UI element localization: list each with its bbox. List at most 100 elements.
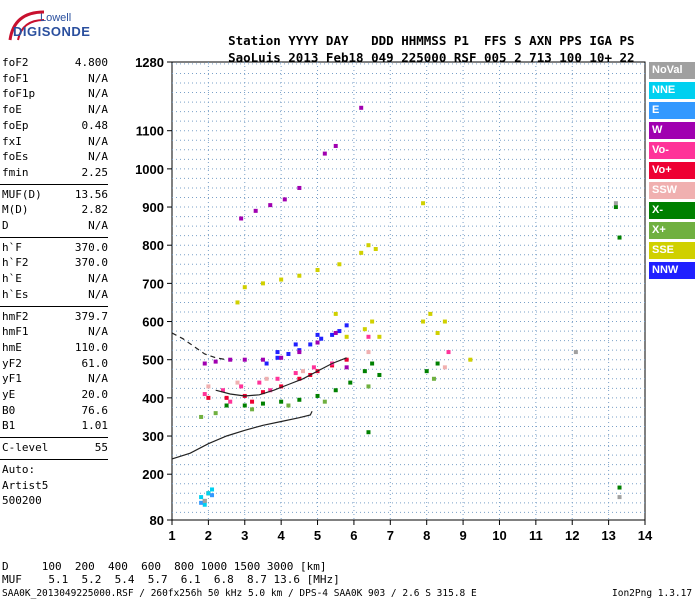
legend-item-vo: Vo-: [649, 142, 695, 159]
echo-point-vo: [446, 350, 451, 355]
param-key: foF1p: [2, 87, 36, 101]
param-key: M(D): [2, 203, 29, 217]
echo-point-nnw: [330, 332, 335, 337]
echo-point-x: [348, 380, 353, 385]
hdr-label-ps: PS: [619, 33, 635, 48]
param-key: fmin: [2, 165, 29, 179]
param-separator: [0, 236, 108, 238]
echo-point-nne: [206, 491, 211, 496]
param-row: B0 76.6: [2, 404, 108, 420]
param-key: h`E: [2, 272, 22, 286]
param-key: h`Es: [2, 287, 29, 301]
param-value: 2.82: [81, 203, 109, 217]
echo-point-e: [199, 500, 204, 505]
echo-point-nnw: [308, 342, 313, 347]
legend-item-nnw: NNW: [649, 262, 695, 279]
param-row: h`Es N/A: [2, 288, 108, 304]
echo-point-sse: [421, 201, 426, 206]
param-row: yE 20.0: [2, 388, 108, 404]
echo-point-w: [297, 185, 302, 190]
hdr-value-station: SaoLuis: [228, 50, 281, 65]
echo-point-sse: [337, 262, 342, 267]
dashed-profile-trace: [171, 332, 227, 361]
x-tick-label: 2: [205, 528, 212, 543]
echo-point-x: [279, 399, 284, 404]
param-row: MUF(D) 13.56: [2, 188, 108, 204]
echo-point-sse: [428, 311, 433, 316]
param-value: N/A: [88, 272, 108, 286]
param-row: foEp 0.48: [2, 119, 108, 135]
param-row: hmF1 N/A: [2, 325, 108, 341]
echo-point-w: [333, 143, 338, 148]
hdr-value-ddd: 049: [371, 50, 394, 65]
param-separator: [0, 183, 108, 185]
y-tick-label: 80: [150, 513, 164, 528]
echo-point-sse: [442, 319, 447, 324]
footer-file-line: SAA0K_2013049225000.RSF / 260fx256h 50 k…: [2, 588, 477, 599]
y-tick-label: 600: [142, 315, 164, 330]
legend-item-sse: SSE: [649, 242, 695, 259]
echo-point-sse: [468, 357, 473, 362]
param-value: 110.0: [74, 340, 108, 354]
echo-point-vo: [344, 357, 349, 362]
header-labels: Station YYYY DAY DDD HHMMSS P1 FFS S AXN…: [213, 18, 635, 48]
param-value: 76.6: [81, 403, 109, 417]
param-key: hmF1: [2, 325, 29, 339]
param-row: yF2 61.0: [2, 357, 108, 373]
param-row: fmin 2.25: [2, 166, 108, 182]
y-tick-label: 200: [142, 467, 164, 482]
echo-point-x: [377, 372, 382, 377]
echo-point-sse: [242, 285, 247, 290]
legend-item-vo: Vo+: [649, 162, 695, 179]
echo-point-vo: [257, 380, 262, 385]
param-key: B0: [2, 403, 16, 417]
echo-point-noval: [202, 498, 207, 503]
echo-point-nnw: [337, 329, 342, 334]
param-separator: [0, 305, 108, 307]
auto-line: 500200: [2, 494, 42, 508]
echo-point-w: [279, 355, 284, 360]
echo-point-x: [333, 388, 338, 393]
param-row: foF1p N/A: [2, 87, 108, 103]
hdr-label-day: DAY: [325, 33, 349, 48]
logo-text-digisonde: DIGISONDE: [13, 24, 91, 39]
x-tick-label: 10: [492, 528, 506, 543]
param-value: 370.0: [74, 256, 108, 270]
param-row: hmE 110.0: [2, 341, 108, 357]
y-tick-label: 900: [142, 200, 164, 215]
echo-point-sse: [373, 247, 378, 252]
echo-point-vo: [250, 399, 255, 404]
param-key: yE: [2, 388, 16, 401]
param-key: yF1: [2, 372, 22, 386]
param-separator: [0, 437, 108, 439]
hdr-value-day: Feb18: [325, 50, 364, 65]
param-value: 370.0: [74, 240, 108, 254]
param-key: MUF(D): [2, 187, 42, 201]
hdr-label-station: Station: [228, 33, 281, 48]
param-value: 55: [94, 441, 108, 455]
echo-point-x: [242, 403, 247, 408]
param-key: foEs: [2, 150, 29, 164]
echo-point-w: [282, 197, 287, 202]
y-tick-label: 300: [142, 429, 164, 444]
y-tick-label: 700: [142, 276, 164, 291]
echo-point-x: [370, 361, 375, 366]
param-value: N/A: [88, 150, 108, 164]
echo-point-w: [297, 350, 302, 355]
legend-item-ssw: SSW: [649, 182, 695, 199]
echo-point-sse: [344, 334, 349, 339]
param-row: yF1 N/A: [2, 372, 108, 388]
param-key: hmF2: [2, 309, 29, 323]
echo-point-x: [297, 397, 302, 402]
param-value: N/A: [88, 87, 108, 101]
legend-item-x: X+: [649, 222, 695, 239]
echo-point-x: [315, 393, 320, 398]
echo-point-nne: [202, 502, 207, 507]
footer-muf-row: MUF 5.1 5.2 5.4 5.7 6.1 6.8 8.7 13.6 [MH…: [2, 573, 340, 586]
header-values: SaoLuis 2013 Feb18 049 225000 RSF 005 2 …: [213, 35, 635, 65]
x-tick-label: 13: [601, 528, 615, 543]
param-row: foEs N/A: [2, 150, 108, 166]
param-row: h`F 370.0: [2, 241, 108, 257]
param-value: N/A: [88, 219, 108, 232]
